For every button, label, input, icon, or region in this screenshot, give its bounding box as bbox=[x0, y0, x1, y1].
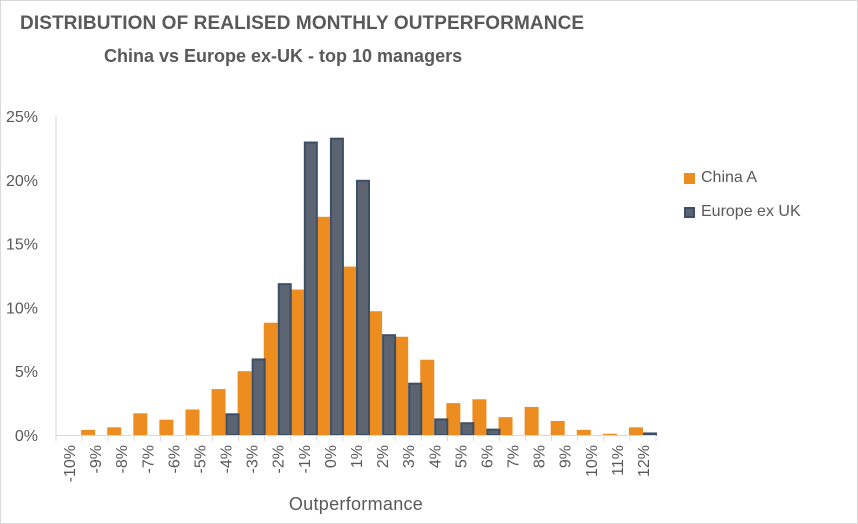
bar-europe-ex-uk bbox=[303, 141, 318, 437]
bar-china-a bbox=[524, 406, 539, 435]
bar-china-a bbox=[159, 419, 174, 435]
x-tick-label: 9% bbox=[558, 445, 575, 468]
bar-china-a bbox=[185, 409, 200, 435]
x-tick-label: 5% bbox=[453, 445, 470, 468]
bar-europe-ex-uk bbox=[434, 418, 449, 436]
bar-china-a bbox=[81, 429, 96, 435]
y-tick-label: 15% bbox=[6, 237, 38, 254]
bar-china-a bbox=[628, 427, 643, 435]
bar-china-a bbox=[576, 429, 591, 435]
bar-europe-ex-uk bbox=[408, 382, 423, 436]
bar-europe-ex-uk bbox=[329, 137, 344, 437]
x-tick-label: -1% bbox=[297, 445, 314, 473]
x-tick-label: 11% bbox=[610, 445, 627, 476]
chart-subtitle: China vs Europe ex-UK - top 10 managers bbox=[104, 46, 463, 66]
x-tick-label: -3% bbox=[245, 445, 262, 473]
x-tick-label: 2% bbox=[375, 445, 392, 468]
bar-china-a bbox=[237, 371, 252, 435]
x-tick-label: 12% bbox=[636, 445, 653, 477]
bar-china-a bbox=[550, 420, 565, 435]
x-tick-label: -5% bbox=[192, 445, 209, 473]
bar-china-a bbox=[263, 322, 278, 435]
bar-china-a bbox=[289, 289, 304, 435]
legend-label-china-a: China A bbox=[701, 169, 758, 186]
x-tick-label: -8% bbox=[114, 445, 131, 473]
x-tick-label: 4% bbox=[427, 445, 444, 468]
x-tick-label: 3% bbox=[401, 445, 418, 468]
bar-europe-ex-uk bbox=[225, 413, 240, 437]
x-tick-label: 1% bbox=[349, 445, 366, 468]
bar-europe-ex-uk bbox=[382, 334, 397, 437]
x-tick-label: 8% bbox=[532, 445, 549, 468]
legend-swatch-europe-ex-uk bbox=[684, 206, 695, 218]
bar-china-a bbox=[472, 399, 487, 435]
bar-china-a bbox=[133, 413, 148, 435]
y-tick-label: 0% bbox=[15, 428, 38, 445]
legend-swatch-china-a bbox=[684, 172, 695, 184]
bar-china-a bbox=[368, 311, 383, 435]
bar-china-a bbox=[394, 336, 409, 435]
y-tick-label: 20% bbox=[6, 173, 38, 190]
bar-europe-ex-uk bbox=[460, 422, 475, 436]
x-tick-label: -9% bbox=[88, 445, 105, 473]
x-tick-label: -2% bbox=[271, 445, 288, 473]
bar-europe-ex-uk bbox=[251, 358, 266, 436]
bar-china-a bbox=[342, 266, 356, 435]
bar-china-a bbox=[420, 359, 435, 435]
x-tick-label: -10% bbox=[62, 445, 79, 482]
bar-europe-ex-uk bbox=[356, 179, 370, 436]
y-tick-label: 5% bbox=[15, 364, 38, 381]
bar-europe-ex-uk bbox=[642, 432, 657, 436]
x-tick-label: -7% bbox=[140, 445, 157, 473]
legend: China A Europe ex UK bbox=[684, 167, 801, 235]
x-tick-label: 10% bbox=[584, 445, 601, 477]
chart-title: DISTRIBUTION OF REALISED MONTHLY OUTPERF… bbox=[20, 13, 585, 34]
x-axis-title: Outperformance bbox=[288, 494, 424, 514]
x-tick-label: 6% bbox=[479, 445, 496, 468]
y-tick-label: 25% bbox=[6, 109, 38, 126]
bar-china-a bbox=[446, 403, 461, 435]
y-tick-label: 10% bbox=[6, 300, 38, 317]
x-tick-label: 7% bbox=[506, 445, 523, 468]
x-tick-label: 0% bbox=[323, 445, 340, 468]
legend-item-europe-ex-uk: Europe ex UK bbox=[684, 201, 801, 223]
bar-europe-ex-uk bbox=[486, 428, 501, 436]
bar-china-a bbox=[498, 417, 513, 435]
legend-label-europe-ex-uk: Europe ex UK bbox=[701, 203, 801, 220]
x-tick-label: -4% bbox=[219, 445, 236, 473]
bar-china-a bbox=[315, 216, 330, 435]
bar-china-a bbox=[211, 389, 226, 435]
x-tick-label: -6% bbox=[166, 445, 183, 473]
legend-item-china-a: China A bbox=[684, 167, 801, 189]
bar-europe-ex-uk bbox=[277, 283, 292, 436]
bar-china-a bbox=[107, 427, 122, 435]
bar-china-a bbox=[602, 433, 617, 435]
